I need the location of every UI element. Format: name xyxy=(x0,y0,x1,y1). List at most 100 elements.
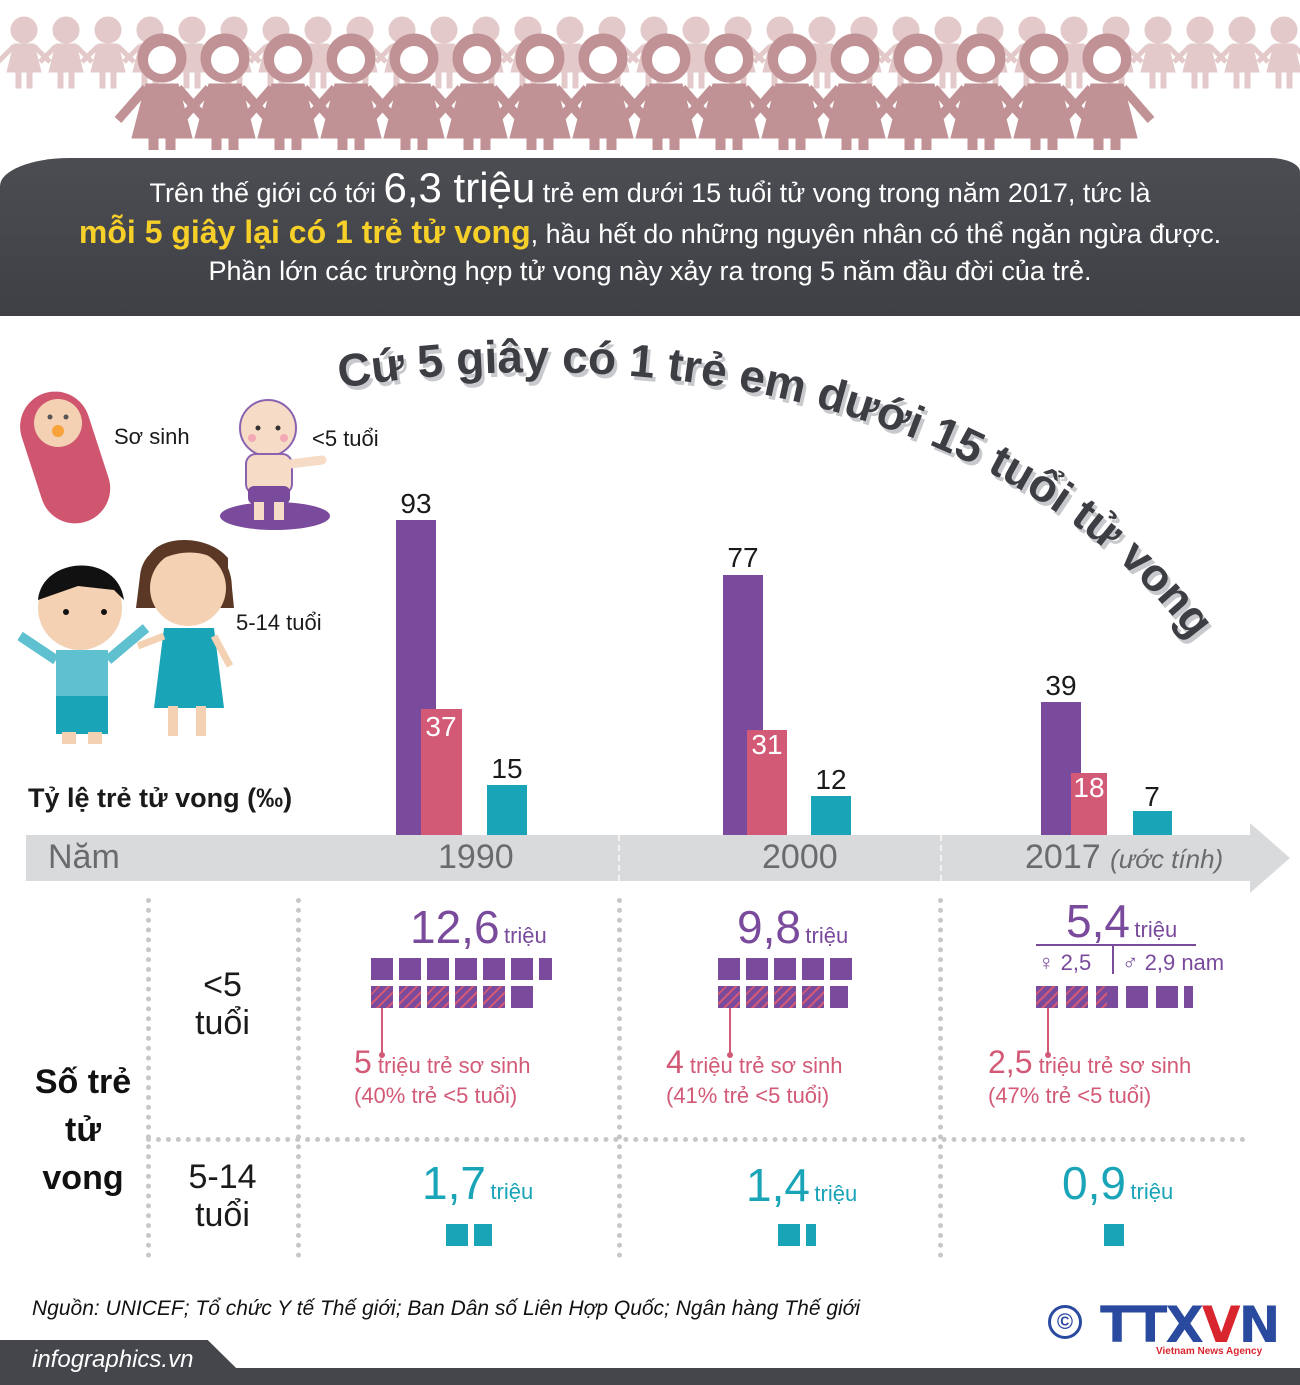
table-divider xyxy=(146,1137,1246,1142)
value-unit: triệu xyxy=(1134,917,1178,942)
unit-square xyxy=(802,958,824,980)
header-highlight: mỗi 5 giây lại có 1 trẻ tử vong xyxy=(78,214,531,250)
callout-dot xyxy=(727,1052,733,1058)
logo-text-v: V xyxy=(1201,1296,1241,1354)
legend-5-14-label: 5-14 tuổi xyxy=(236,610,322,635)
bar-value: 39 xyxy=(1045,670,1077,701)
under5-2017-value: 5,4 triệu xyxy=(1066,894,1177,948)
side-label-line: tử xyxy=(65,1111,101,1149)
row-label-line: tuổi xyxy=(195,1004,250,1042)
unit-square-newborn xyxy=(718,986,740,1008)
footer-tab xyxy=(0,1340,236,1385)
table-divider xyxy=(296,898,301,1258)
bar-2017-newborn xyxy=(1071,773,1107,835)
value-number: 1,4 xyxy=(746,1159,810,1211)
value-unit: triệu xyxy=(1130,1179,1174,1204)
unit-square-newborn xyxy=(1066,986,1088,1008)
side-label-line: vong xyxy=(42,1159,124,1197)
bar-value: 7 xyxy=(1144,781,1160,812)
unit-square-half-newborn xyxy=(1096,986,1118,1008)
row-label-line: tuổi xyxy=(195,1196,250,1234)
callout-dot xyxy=(1045,1052,1051,1058)
value-unit: triệu xyxy=(503,923,547,948)
male-icon: ♂ xyxy=(1122,950,1139,975)
newborn-text: triệu trẻ sơ sinh xyxy=(689,1053,843,1078)
bar-value: 15 xyxy=(491,753,523,784)
male-count: ♂ 2,9 nam xyxy=(1122,950,1224,976)
unit-square-newborn xyxy=(455,986,477,1008)
table-divider xyxy=(146,898,151,1258)
estimate-note: (ước tính) xyxy=(1110,844,1224,874)
unit-square xyxy=(371,958,393,980)
copyright-icon: © xyxy=(1048,1305,1082,1339)
value-number: 0,9 xyxy=(1062,1157,1126,1209)
logo-text: TTX xyxy=(1100,1296,1204,1354)
table-divider xyxy=(617,898,622,1258)
header-line-3: Phần lớn các trường hợp tử vong này xảy … xyxy=(208,256,1092,286)
newborn-note-2000: 4 triệu trẻ sơ sinh (41% trẻ <5 tuổi) xyxy=(666,1044,843,1111)
axis-divider xyxy=(940,835,942,881)
row-label-5-14: 5-14 tuổi xyxy=(150,1158,295,1234)
unit-square-teal-partial xyxy=(474,1224,492,1246)
logo-text-n: N xyxy=(1238,1296,1281,1354)
female-count: ♀ 2,5 xyxy=(1038,950,1091,976)
logo-subtitle: Vietnam News Agency xyxy=(1156,1346,1263,1357)
bar-value: 77 xyxy=(727,542,759,573)
axis-year-2017: 2017 (ước tính) xyxy=(1025,838,1223,877)
value-number: 5,4 xyxy=(1066,895,1130,947)
newborn-number: 2,5 xyxy=(988,1044,1033,1080)
header-text: trẻ em dưới 15 tuổi tử vong trong năm 20… xyxy=(535,178,1151,208)
legend-under5-label: <5 tuổi xyxy=(312,426,379,451)
site-link[interactable]: infographics.vn xyxy=(32,1346,194,1373)
bar-2000-newborn xyxy=(747,730,787,835)
header-text: , hầu hết do những nguyên nhân có thể ng… xyxy=(530,219,1222,249)
deaths-side-label: Số trẻ tử vong xyxy=(20,1058,146,1202)
unit-square-partial xyxy=(830,986,848,1008)
unit-square xyxy=(427,958,449,980)
unit-square xyxy=(718,958,740,980)
bar-value: 93 xyxy=(400,488,432,519)
age5-14-1990-value: 1,7 triệu xyxy=(422,1156,533,1210)
callout-dot xyxy=(379,1052,385,1058)
unit-square-newborn xyxy=(483,986,505,1008)
gender-split-divider xyxy=(1112,946,1114,974)
callout-line xyxy=(1047,1008,1049,1055)
unit-square xyxy=(399,958,421,980)
arched-title-text: Cứ 5 giây có 1 trẻ em dưới 15 tuổi tử vo… xyxy=(334,330,1225,646)
bar-2017-5-14 xyxy=(1133,811,1172,835)
newborn-text: triệu trẻ sơ sinh xyxy=(377,1053,531,1078)
swaddled-baby-icon xyxy=(20,391,111,524)
axis-arrow-head-icon xyxy=(1250,823,1290,893)
male-value: 2,9 nam xyxy=(1144,950,1225,975)
unit-square xyxy=(746,958,768,980)
ttxvn-logo: TTXVN xyxy=(1100,1296,1281,1354)
unit-square xyxy=(455,958,477,980)
arched-title-shadow: Cứ 5 giây có 1 trẻ em dưới 15 tuổi tử vo… xyxy=(337,334,1228,650)
bar-value: 37 xyxy=(425,711,457,742)
axis-label: Năm xyxy=(48,838,120,876)
newborn-number: 4 xyxy=(666,1044,684,1080)
bar-1990-newborn xyxy=(421,709,462,835)
footer-band xyxy=(0,1368,1300,1385)
row-label-line: <5 xyxy=(203,966,242,1004)
under5-1990-value: 12,6 triệu xyxy=(410,900,547,954)
bar-1990-5-14 xyxy=(487,785,527,835)
axis-year-1990: 1990 xyxy=(438,838,514,876)
unit-square xyxy=(483,958,505,980)
table-divider xyxy=(938,898,943,1258)
svg-text:Cứ 5 giây có 1 trẻ em dưới 15: Cứ 5 giây có 1 trẻ em dưới 15 tuổi tử vo… xyxy=(334,330,1225,646)
unit-square xyxy=(774,958,796,980)
row-label-line: 5-14 xyxy=(188,1158,257,1196)
header-big-number: 6,3 triệu xyxy=(383,164,536,211)
unit-square-teal xyxy=(778,1224,800,1246)
source-text: Nguồn: UNICEF; Tổ chức Y tế Thế giới; Ba… xyxy=(32,1297,861,1320)
under5-2000-value: 9,8 triệu xyxy=(737,900,848,954)
unit-square-newborn xyxy=(1036,986,1058,1008)
value-number: 12,6 xyxy=(410,901,500,953)
newborn-pct: (40% trẻ <5 tuổi) xyxy=(354,1083,518,1108)
age5-14-2000-value: 1,4 triệu xyxy=(746,1158,857,1212)
newborn-note-2017: 2,5 triệu trẻ sơ sinh (47% trẻ <5 tuổi) xyxy=(988,1044,1191,1111)
value-unit: triệu xyxy=(805,923,849,948)
newborn-note-1990: 5 triệu trẻ sơ sinh (40% trẻ <5 tuổi) xyxy=(354,1044,531,1111)
newborn-number: 5 xyxy=(354,1044,372,1080)
